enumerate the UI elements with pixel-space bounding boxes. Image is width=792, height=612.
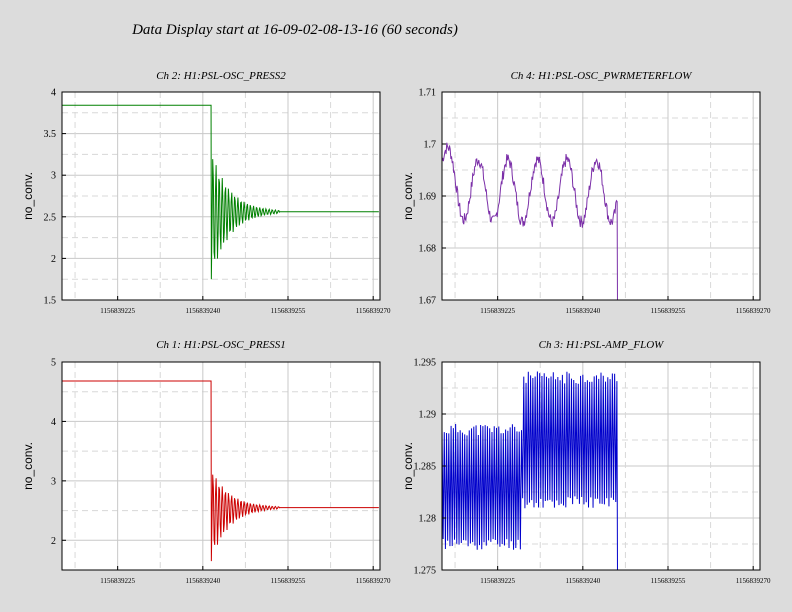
y-tick-label: 4 xyxy=(51,88,56,99)
y-tick-label: 1.295 xyxy=(414,358,437,369)
x-tick-label: 1156839255 xyxy=(651,577,686,585)
x-tick-label: 1156839270 xyxy=(736,577,771,585)
plot-ch1: Ch 1: H1:PSL-OSC_PRESS1 5 4 3 2 1156839225 115… xyxy=(21,339,391,585)
plot-ch4: Ch 4: H1:PSL-OSC_PWRMETERFLOW 1.71 1.7 1.69… xyxy=(401,70,771,315)
y-tick-label: 4 xyxy=(51,417,56,428)
plot-title: Ch 1: H1:PSL-OSC_PRESS1 xyxy=(156,339,286,351)
y-tick-label: 1.67 xyxy=(419,296,437,307)
y-tick-label: 5 xyxy=(51,358,56,369)
x-tick-label: 1156839255 xyxy=(651,307,686,315)
x-tick-label: 1156839255 xyxy=(271,307,306,315)
y-tick-label: 1.68 xyxy=(419,244,437,255)
plot-frame xyxy=(61,361,381,571)
y-tick-label: 1.28 xyxy=(419,514,437,525)
series-line xyxy=(441,371,618,571)
plot-title: Ch 4: H1:PSL-OSC_PWRMETERFLOW xyxy=(511,70,693,82)
x-tick-label: 1156839240 xyxy=(565,577,600,585)
y-tick-label: 3 xyxy=(51,476,56,487)
x-tick-label: 1156839225 xyxy=(480,307,515,315)
y-axis-label: no_conv. xyxy=(401,442,415,490)
series-line xyxy=(62,104,379,280)
series-line xyxy=(62,380,379,562)
y-tick-label: 1.285 xyxy=(414,462,437,473)
x-tick-label: 1156839270 xyxy=(356,577,391,585)
y-axis-label: no_conv. xyxy=(21,172,35,220)
x-tick-label: 1156839240 xyxy=(565,307,600,315)
y-axis-label: no_conv. xyxy=(401,172,415,220)
plot-title: Ch 3: H1:PSL-AMP_FLOW xyxy=(539,339,664,351)
plot-ch2: Ch 2: H1:PSL-OSC_PRESS2 4 3.5 3 2.5 2 1.5 11568… xyxy=(21,70,391,315)
y-tick-label: 3 xyxy=(51,171,56,182)
y-tick-label: 1.69 xyxy=(419,192,437,203)
x-tick-label: 1156839240 xyxy=(185,307,220,315)
y-tick-label: 3.5 xyxy=(44,129,57,140)
x-tick-label: 1156839270 xyxy=(736,307,771,315)
y-tick-label: 1.7 xyxy=(424,140,437,151)
plot-title: Ch 2: H1:PSL-OSC_PRESS2 xyxy=(156,70,286,82)
y-tick-label: 2 xyxy=(51,254,56,265)
y-tick-label: 1.71 xyxy=(419,88,437,99)
y-tick-label: 1.275 xyxy=(414,566,437,577)
x-tick-label: 1156839225 xyxy=(480,577,515,585)
plot-area xyxy=(62,362,380,570)
y-tick-label: 1.5 xyxy=(44,296,57,307)
y-axis-label: no_conv. xyxy=(21,442,35,490)
y-tick-label: 2.5 xyxy=(44,212,57,223)
y-tick-label: 1.29 xyxy=(419,410,437,421)
series-line xyxy=(441,142,618,301)
x-tick-label: 1156839240 xyxy=(185,577,220,585)
x-tick-label: 1156839225 xyxy=(100,307,135,315)
page-title: Data Display start at 16-09-02-08-13-16 … xyxy=(132,22,458,38)
plot-frame xyxy=(61,91,381,301)
x-tick-label: 1156839255 xyxy=(271,577,306,585)
y-tick-label: 2 xyxy=(51,536,56,547)
plot-ch3: Ch 3: H1:PSL-AMP_FLOW 1.295 1.29 1.285 1.28 1… xyxy=(401,339,771,585)
x-tick-label: 1156839225 xyxy=(100,577,135,585)
x-tick-label: 1156839270 xyxy=(356,307,391,315)
